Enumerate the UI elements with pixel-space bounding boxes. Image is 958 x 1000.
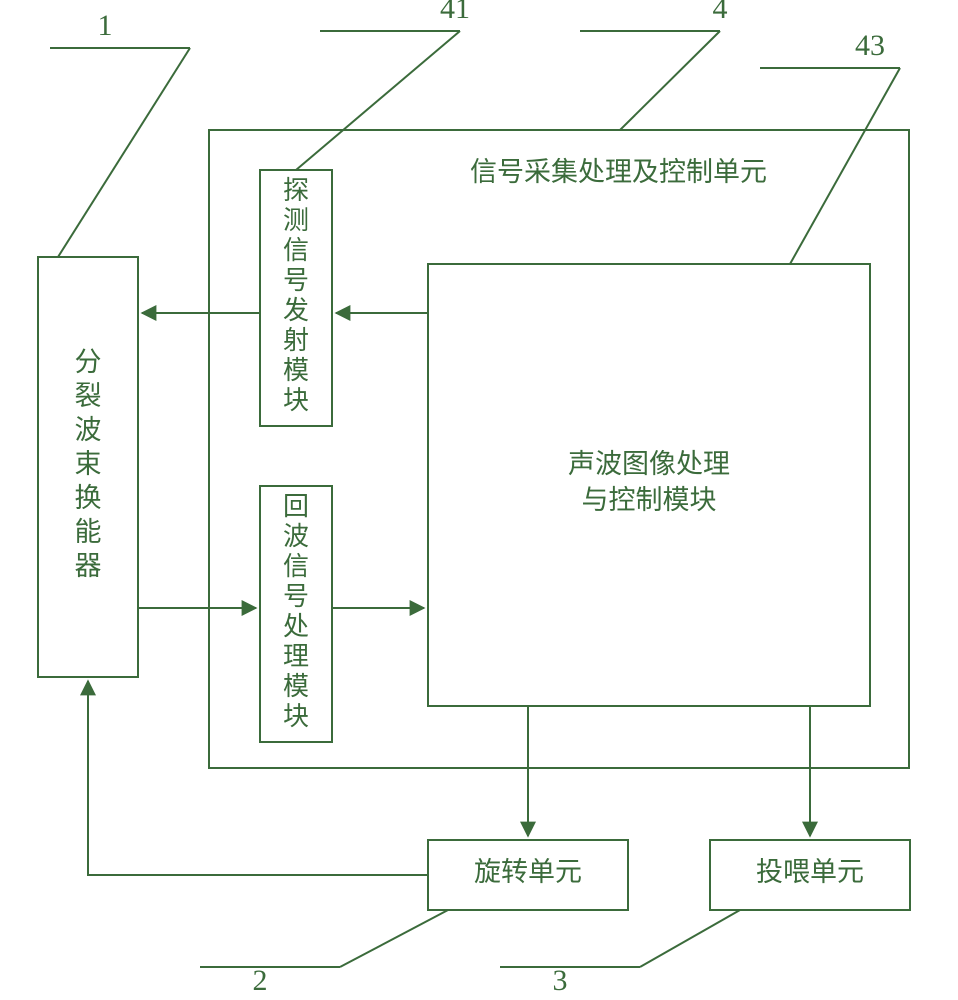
signal-unit-outer-box bbox=[209, 130, 909, 768]
svg-text:探: 探 bbox=[283, 176, 309, 205]
rotate-unit-label: 旋转单元 bbox=[474, 857, 582, 887]
svg-text:分: 分 bbox=[75, 347, 102, 377]
svg-text:块: 块 bbox=[283, 386, 309, 415]
svg-text:测: 测 bbox=[283, 206, 309, 235]
ref-label-3: 3 bbox=[553, 964, 568, 997]
split-beam-transducer-label: 分裂波束换能器 bbox=[75, 347, 102, 581]
svg-text:器: 器 bbox=[75, 551, 102, 581]
feed-unit-label: 投喂单元 bbox=[756, 857, 864, 887]
leader-1 bbox=[58, 48, 190, 257]
leader-2 bbox=[340, 910, 448, 967]
arrow-rotate-to-transducer bbox=[88, 681, 428, 875]
ref-label-43: 43 bbox=[855, 29, 885, 62]
ref-label-1: 1 bbox=[98, 9, 113, 42]
svg-text:块: 块 bbox=[283, 702, 309, 731]
svg-text:信: 信 bbox=[283, 552, 309, 581]
leader-4 bbox=[620, 31, 720, 130]
svg-text:能: 能 bbox=[75, 517, 102, 547]
leader-43 bbox=[790, 68, 900, 264]
leader-41 bbox=[296, 31, 460, 170]
signal-unit-title: 信号采集处理及控制单元 bbox=[470, 157, 767, 187]
svg-text:理: 理 bbox=[283, 642, 309, 671]
detect-tx-module-label: 探测信号发射模块 bbox=[283, 176, 309, 415]
svg-text:波: 波 bbox=[75, 415, 102, 445]
svg-text:处: 处 bbox=[283, 612, 309, 641]
svg-text:波: 波 bbox=[283, 522, 309, 551]
ref-label-2: 2 bbox=[253, 964, 268, 997]
leader-3 bbox=[640, 910, 740, 967]
ref-label-41: 41 bbox=[440, 0, 470, 25]
svg-text:回: 回 bbox=[283, 492, 309, 521]
svg-text:发: 发 bbox=[283, 296, 309, 325]
acoustic-image-module-label-1: 声波图像处理 bbox=[568, 449, 730, 479]
svg-text:信: 信 bbox=[283, 236, 309, 265]
svg-text:裂: 裂 bbox=[75, 381, 102, 411]
echo-proc-module-label: 回波信号处理模块 bbox=[283, 492, 309, 731]
svg-text:换: 换 bbox=[75, 483, 102, 513]
acoustic-image-module-label-2: 与控制模块 bbox=[582, 485, 717, 515]
svg-text:射: 射 bbox=[283, 326, 309, 355]
ref-label-4: 4 bbox=[713, 0, 728, 25]
svg-text:号: 号 bbox=[283, 582, 309, 611]
svg-text:模: 模 bbox=[283, 672, 309, 701]
svg-text:模: 模 bbox=[283, 356, 309, 385]
svg-text:号: 号 bbox=[283, 266, 309, 295]
svg-text:束: 束 bbox=[75, 449, 102, 479]
